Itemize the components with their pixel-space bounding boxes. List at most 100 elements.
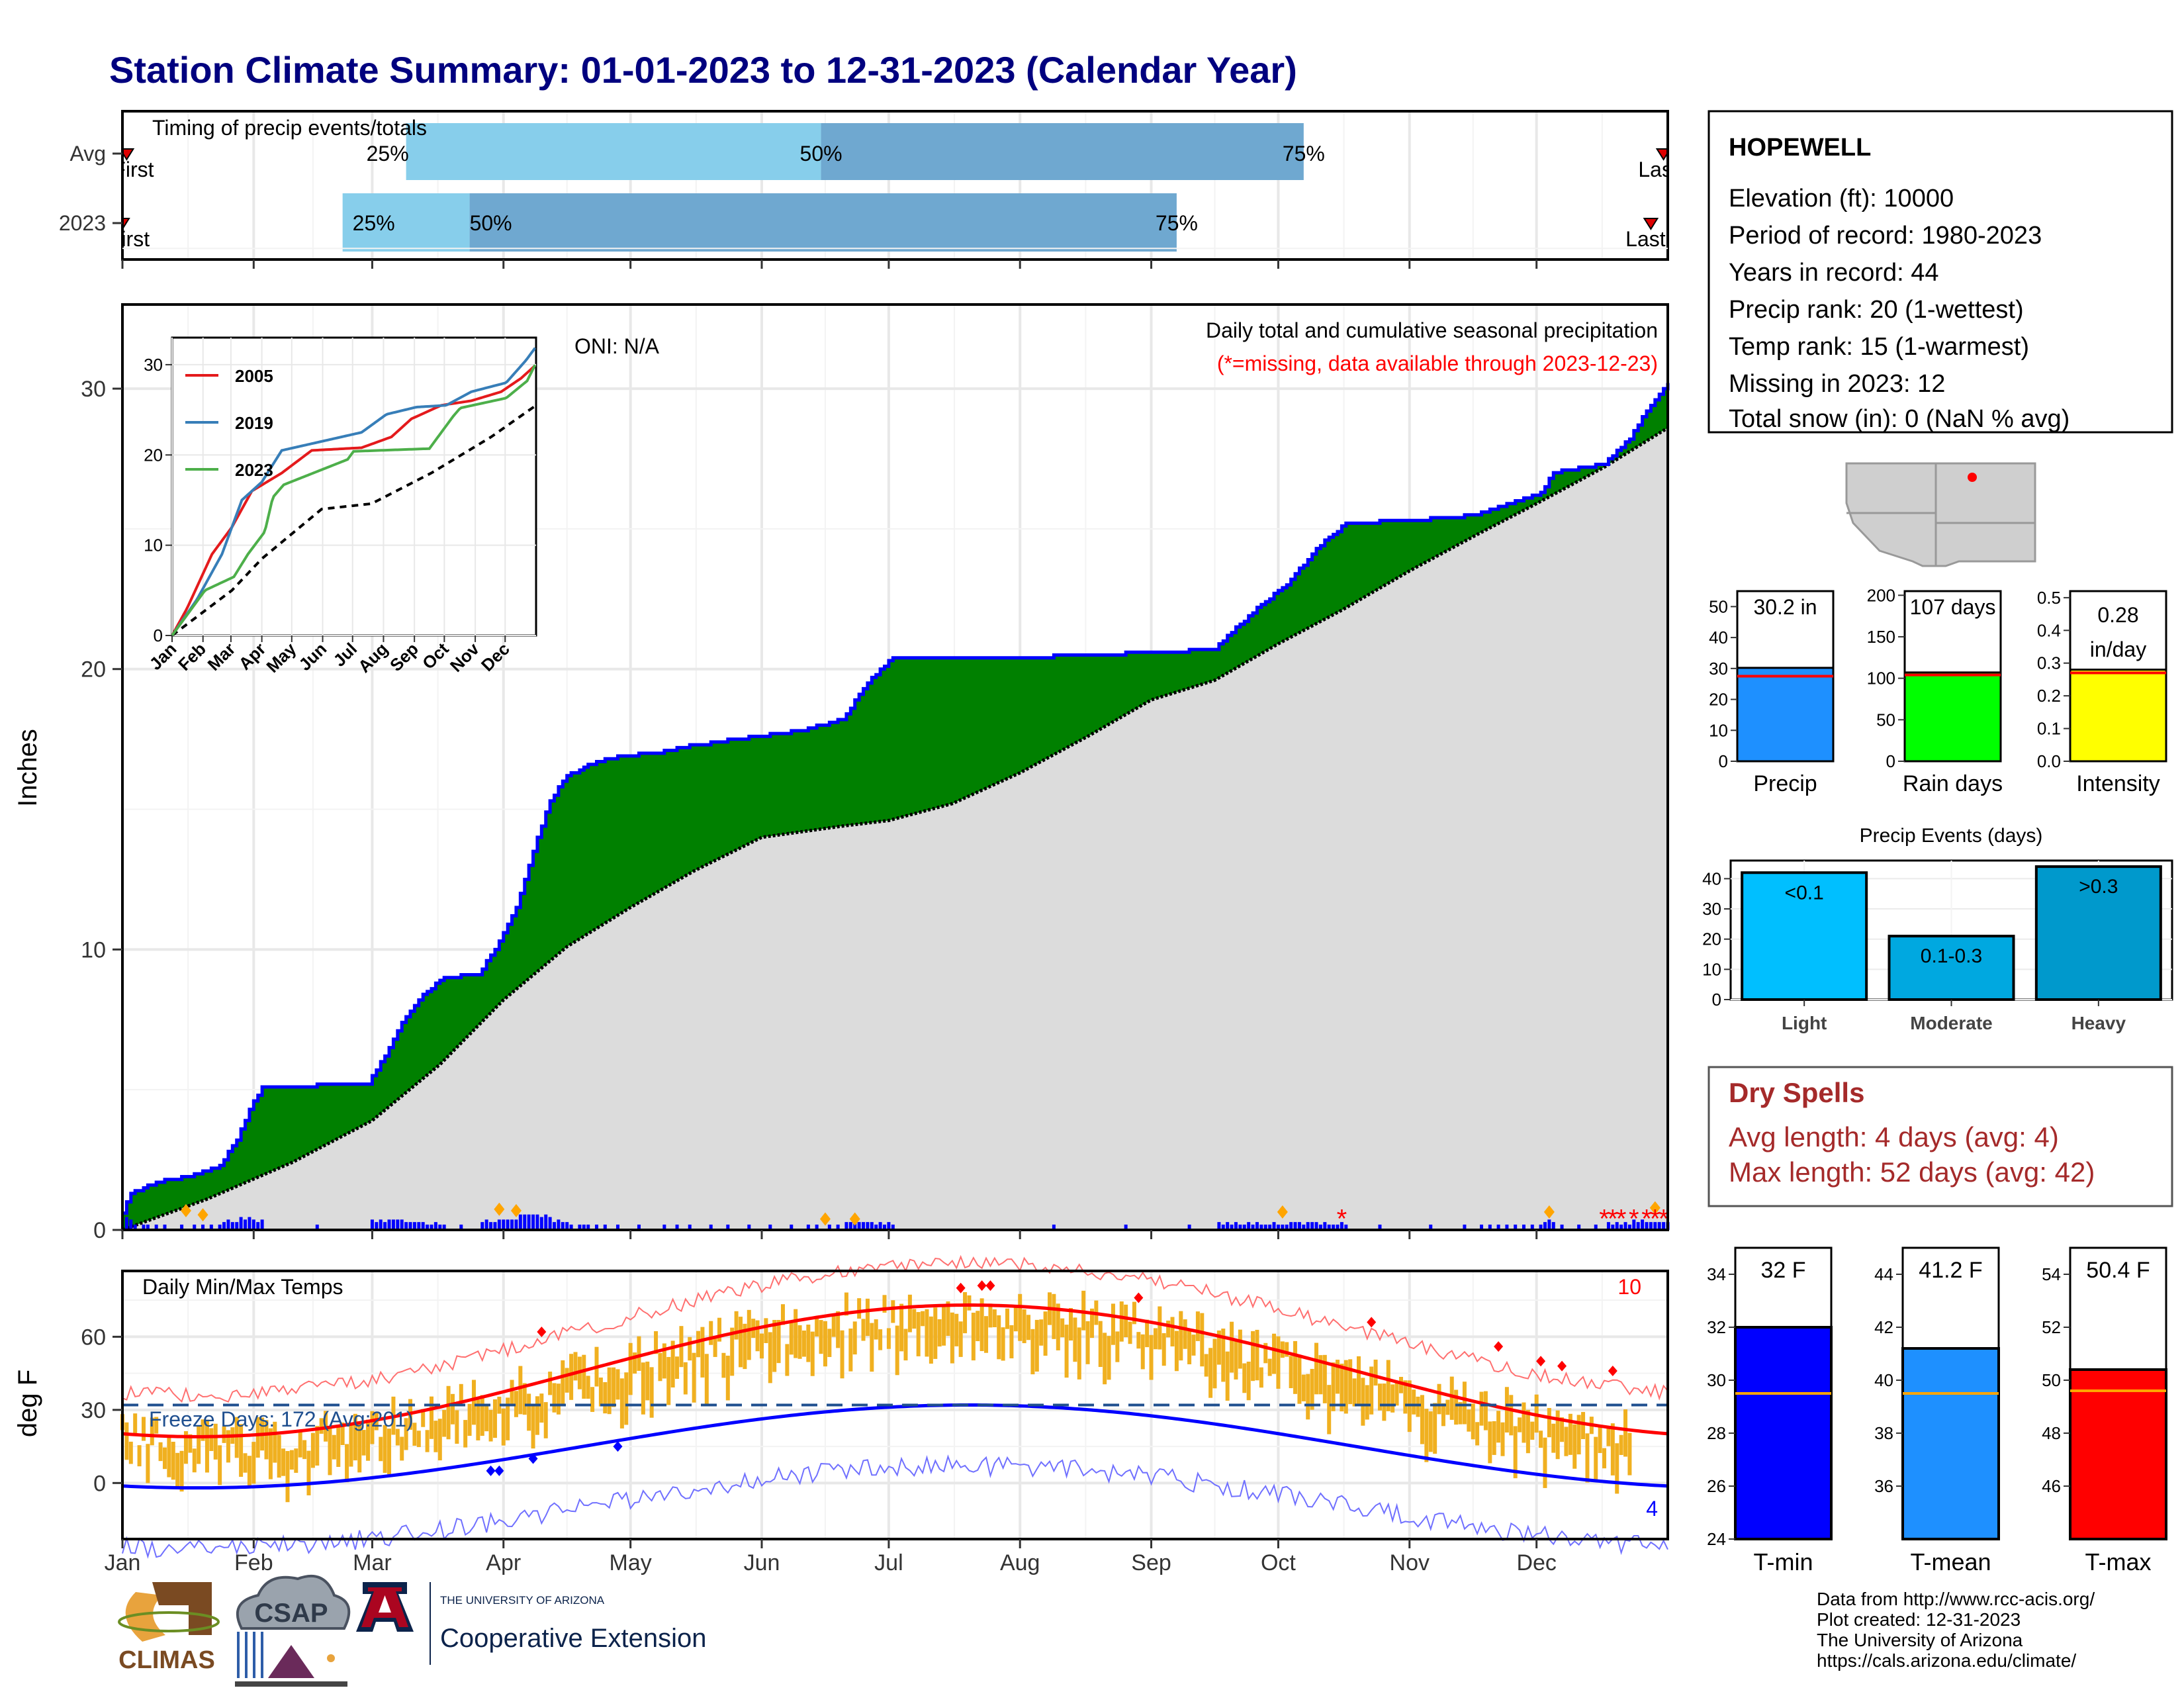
daily-temp-bar (692, 1352, 696, 1403)
daily-temp-bar (154, 1417, 159, 1434)
daily-precip-bar (726, 1224, 730, 1230)
daily-precip-bar (209, 1224, 213, 1230)
summary-tick-label: 50 (1709, 596, 1728, 616)
daily-temp-bar (1518, 1417, 1522, 1432)
daily-precip-bar (1276, 1224, 1280, 1230)
missing-data-marker: * (1616, 1205, 1627, 1234)
record-low-marker (613, 1441, 623, 1452)
daily-temp-bar (641, 1362, 645, 1415)
record-high-marker (1367, 1317, 1377, 1328)
daily-temp-bar (522, 1383, 527, 1415)
daily-precip-bar (260, 1219, 264, 1230)
daily-temp-bar (1416, 1396, 1420, 1417)
daily-temp-bar (1225, 1351, 1230, 1401)
daily-precip-bar (883, 1224, 887, 1230)
average-min-line (122, 1403, 1668, 1490)
daily-temp-bar (1200, 1313, 1205, 1367)
daily-precip-bar (387, 1219, 391, 1230)
daily-temp-bar (739, 1317, 743, 1368)
daily-precip-bar (489, 1222, 493, 1230)
daily-temp-bar (197, 1427, 201, 1464)
daily-temp-bar (658, 1352, 662, 1382)
daily-temp-bar (1327, 1385, 1332, 1434)
daily-precip-bar (1653, 1222, 1657, 1230)
inset-2023-line (171, 364, 537, 637)
daily-temp-bar (1547, 1408, 1551, 1438)
timing-bar-q1 (406, 123, 821, 180)
events-tick-label: 10 (1702, 959, 1721, 979)
daily-precip-bar (535, 1214, 539, 1230)
daily-temp-bar (310, 1432, 315, 1468)
page-title: Station Climate Summary: 01-01-2023 to 1… (109, 49, 1297, 91)
summary-tick-label: 150 (1867, 627, 1895, 647)
daily-temp-bar (1336, 1360, 1340, 1394)
record-high-marker (537, 1327, 547, 1338)
daily-temp-bar (1272, 1333, 1277, 1374)
daily-temp-bar (1242, 1363, 1247, 1393)
daily-temp-bar (1492, 1421, 1496, 1455)
daily-temp-bar (780, 1304, 785, 1325)
summary-label-2: Intensity (2076, 771, 2160, 796)
dry-spells-title: Dry Spells (1729, 1077, 1864, 1108)
daily-precip-bar (404, 1222, 408, 1230)
daily-temp-bar (514, 1391, 518, 1417)
timing-row-label-year: 2023 (59, 211, 106, 235)
daily-precip-bar (391, 1219, 395, 1230)
inset-legend: 2005 2019 2023 (185, 366, 273, 480)
daily-temp-bar (861, 1319, 866, 1341)
daily-temp-bar (1115, 1331, 1120, 1362)
timing-mask (1669, 111, 1696, 259)
daily-temp-bar (349, 1425, 353, 1467)
daily-temp-bar (1013, 1307, 1018, 1332)
daily-precip-bar (887, 1222, 891, 1230)
daily-temp-bar (1056, 1303, 1060, 1350)
daily-temp-bar (430, 1396, 433, 1439)
daily-temp-bar (1187, 1330, 1192, 1364)
daily-precip-bar (1611, 1224, 1615, 1230)
daily-temp-bar (289, 1450, 294, 1470)
events-bar-light (1741, 871, 1868, 1001)
daily-temp-bar (1437, 1383, 1441, 1415)
daily-temp-bar (840, 1330, 844, 1379)
daily-temp-bar (628, 1342, 633, 1395)
daily-precip-bar (806, 1224, 810, 1230)
record-high-marker (1536, 1356, 1546, 1367)
inset-legend-2005: 2005 (235, 366, 273, 386)
daily-temp-bar (1471, 1403, 1475, 1440)
daily-temp-bar (1195, 1311, 1200, 1341)
daily-precip-bar (251, 1219, 255, 1230)
daily-temp-range-bars (120, 1290, 1632, 1503)
daily-temp-bar (539, 1393, 544, 1423)
daily-precip-bar (1297, 1222, 1301, 1230)
summary-tick-label: 0.2 (2037, 686, 2061, 706)
inset-y-label: 20 (144, 445, 163, 465)
daily-temp-bar (332, 1434, 336, 1460)
daily-temp-bar (1394, 1381, 1399, 1406)
temp-summary-tick-label: 38 (1874, 1423, 1893, 1443)
daily-temp-bar (1085, 1321, 1090, 1364)
daily-precip-bar (862, 1222, 866, 1230)
precip-y-tick-label: 20 (81, 657, 106, 682)
daily-precip-bar (1496, 1224, 1500, 1230)
daily-precip-bar (1657, 1222, 1661, 1230)
events-tick-label: 0 (1712, 990, 1721, 1009)
record-precip-marker (494, 1202, 505, 1216)
daily-temp-bar (1543, 1437, 1547, 1488)
precip-y-tick-label: 0 (93, 1218, 106, 1243)
station-line-3: Years in record: 44 (1729, 259, 1939, 287)
csap-logo-text: CSAP (254, 1599, 328, 1628)
summary-tick-label: 30 (1709, 659, 1728, 679)
record-min-line (122, 1454, 1668, 1559)
station-location-marker (1968, 473, 1977, 482)
daily-temp-bar (518, 1366, 523, 1415)
daily-temp-bar (615, 1369, 620, 1400)
daily-temp-bar (552, 1383, 557, 1413)
daily-temp-bar (201, 1419, 205, 1441)
precip-y-tick-label: 30 (81, 377, 106, 402)
daily-temp-bar (1623, 1409, 1628, 1457)
daily-precip-bar (244, 1219, 248, 1230)
ua-extension-text: Cooperative Extension (440, 1624, 706, 1653)
daily-precip-bar (1505, 1224, 1509, 1230)
cumulative-2023-line (122, 383, 1670, 1215)
daily-temp-bar (285, 1450, 290, 1503)
